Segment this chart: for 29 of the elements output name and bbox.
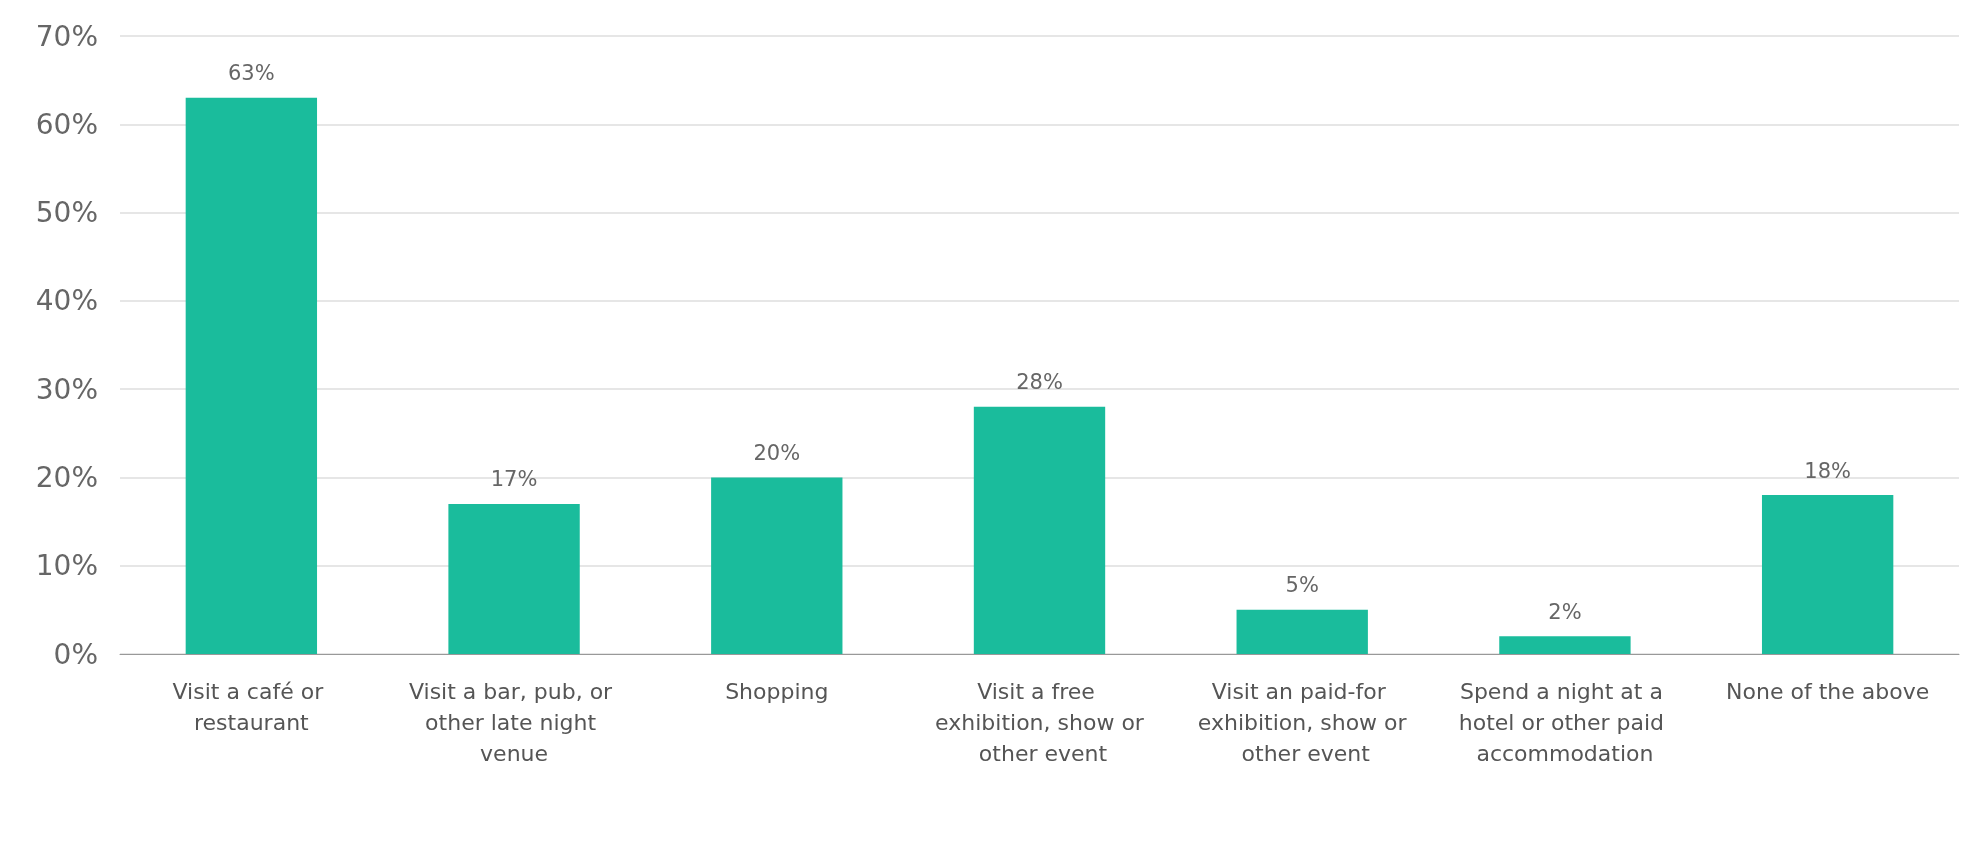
y-tick-label: 0% (53, 637, 98, 671)
x-tick-label: None of the above (1726, 679, 1930, 704)
y-tick-label: 50% (35, 196, 98, 230)
data-label: 28% (1016, 370, 1063, 395)
data-label: 63% (228, 61, 275, 86)
bar (1236, 609, 1368, 654)
x-tick-label: Visit an paid-for exhibition, show or other event (1197, 679, 1408, 766)
y-tick-label: 30% (35, 372, 98, 406)
bar (1761, 495, 1894, 654)
bar (448, 503, 580, 654)
data-label: 2% (1548, 599, 1582, 624)
x-tick-label: Visit a bar, pub, or other late night venue (408, 679, 620, 766)
bar (185, 97, 318, 654)
bar (711, 477, 843, 654)
x-tick-label: Visit a café or restaurant (172, 679, 331, 735)
x-tick-label: Visit a free exhibition, show or other event (935, 679, 1145, 766)
data-label: 5% (1285, 573, 1319, 598)
x-tick-label: Shopping (725, 679, 829, 704)
bar (973, 406, 1106, 654)
data-label: 18% (1804, 458, 1851, 483)
y-tick-label: 70% (35, 19, 98, 53)
bar (1499, 636, 1631, 654)
x-tick-label: Spend a night at a hotel or other paid accommodation (1458, 679, 1672, 766)
y-tick-label: 20% (35, 460, 98, 494)
y-tick-label: 60% (35, 107, 98, 141)
y-tick-label: 40% (35, 284, 98, 318)
y-tick-label: 10% (35, 549, 98, 583)
data-label: 17% (490, 467, 538, 492)
data-label: 20% (753, 440, 801, 465)
